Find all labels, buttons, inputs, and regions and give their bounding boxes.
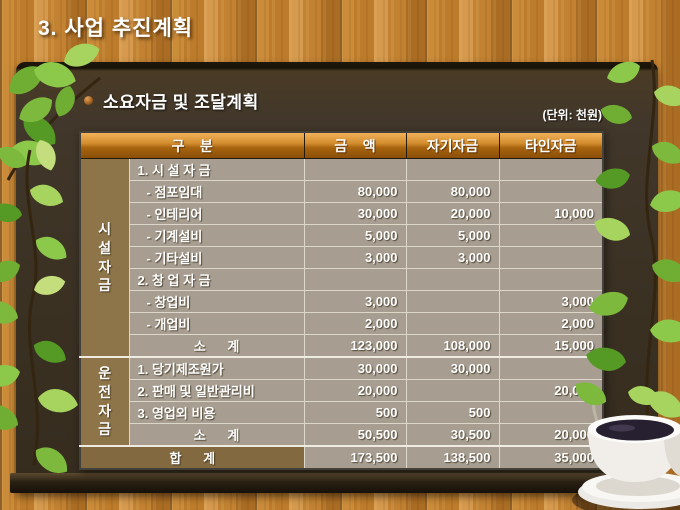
cell-own — [405, 379, 500, 402]
table-row: - 개업비 2,000 2,000 — [80, 312, 604, 335]
row-label: 3. 영업외 비용 — [128, 401, 305, 424]
section-heading-row: 소요자금 및 조달계획 — [84, 88, 259, 113]
row-label: - 기계설비 — [128, 224, 305, 247]
cell-amount: 2,000 — [303, 312, 407, 335]
table-row: 소 계 50,500 30,500 20,000 — [80, 423, 604, 447]
cell-amount: 50,500 — [303, 423, 407, 447]
slide-title: 3. 사업 추진계획 — [38, 17, 194, 40]
row-label: - 기타설비 — [128, 246, 305, 269]
table-row: 운 전 자 금 1. 당기제조원가 30,000 30,000 — [79, 356, 604, 447]
row-label: - 창업비 — [128, 290, 305, 313]
cell-own: 3,000 — [405, 246, 500, 269]
table-row: 3. 영업외 비용 500 500 — [80, 401, 604, 424]
total-label: 합 계 — [79, 445, 305, 470]
row-label: 소 계 — [128, 334, 305, 358]
cell-amount: 500 — [303, 401, 407, 424]
cell-other: 20,000 — [498, 423, 604, 447]
cell-own — [405, 158, 500, 181]
column-header: 자기자금 — [405, 131, 500, 159]
cell-amount — [303, 268, 407, 291]
bullet-icon — [84, 96, 93, 105]
table-row: 2. 창 업 자 금 — [80, 268, 604, 291]
cell-own — [405, 312, 500, 335]
cell-other: 2,000 — [498, 312, 604, 335]
cell-own: 30,000 — [405, 356, 500, 380]
section-heading: 소요자금 및 조달계획 — [103, 93, 259, 112]
row-label: 소 계 — [128, 423, 305, 447]
column-header: 타인자금 — [498, 131, 604, 159]
cell-other — [498, 268, 604, 291]
row-label: 1. 당기제조원가 — [128, 356, 305, 380]
row-label: - 인테리어 — [128, 202, 305, 225]
table-row: - 인테리어 30,000 20,000 10,000 — [80, 202, 604, 225]
table-row: - 기계설비 5,000 5,000 — [80, 224, 604, 247]
total-other: 35,000 — [498, 445, 604, 470]
cell-amount: 3,000 — [303, 290, 407, 313]
row-label: 2. 창 업 자 금 — [128, 268, 305, 291]
cell-other: 10,000 — [498, 202, 604, 225]
row-label: - 개업비 — [128, 312, 305, 335]
cell-amount: 30,000 — [303, 356, 407, 380]
cell-other: 3,000 — [498, 290, 604, 313]
cell-other — [498, 224, 604, 247]
cell-own: 500 — [405, 401, 500, 424]
cell-other — [498, 356, 604, 380]
row-label: - 점포임대 — [128, 180, 305, 203]
row-label: 2. 판매 및 일반관리비 — [128, 379, 305, 402]
cell-own: 5,000 — [405, 224, 500, 247]
cell-other — [498, 158, 604, 181]
cell-amount: 30,000 — [303, 202, 407, 225]
total-own: 138,500 — [405, 445, 500, 470]
table-row: - 점포임대 80,000 80,000 — [80, 180, 604, 203]
cell-other: 15,000 — [498, 334, 604, 358]
cell-amount: 3,000 — [303, 246, 407, 269]
cell-own: 80,000 — [405, 180, 500, 203]
table-row: - 기타설비 3,000 3,000 — [80, 246, 604, 269]
cell-amount: 5,000 — [303, 224, 407, 247]
cell-other: 20,000 — [498, 379, 604, 402]
column-header: 금 액 — [303, 131, 407, 159]
cell-amount — [303, 158, 407, 181]
cell-amount: 80,000 — [303, 180, 407, 203]
cell-amount: 20,000 — [303, 379, 407, 402]
unit-label: (단위: 천원) — [542, 108, 602, 122]
panel-ledge — [10, 473, 664, 493]
total-amount: 173,500 — [303, 445, 407, 470]
cell-amount: 123,000 — [303, 334, 407, 358]
table-row: 소 계 123,000 108,000 15,000 — [80, 334, 604, 358]
cell-own — [405, 290, 500, 313]
cell-own — [405, 268, 500, 291]
cell-own: 30,500 — [405, 423, 500, 447]
cell-own: 20,000 — [405, 202, 500, 225]
cell-own: 108,000 — [405, 334, 500, 358]
table-row: 시 설 자 금 1. 시 설 자 금 — [79, 158, 604, 358]
total-row: 합 계 173,500 138,500 35,000 — [79, 445, 604, 470]
cell-other — [498, 180, 604, 203]
table-row: 2. 판매 및 일반관리비 20,000 20,000 — [80, 379, 604, 402]
row-label: 1. 시 설 자 금 — [128, 158, 305, 181]
column-header: 구 분 — [79, 131, 305, 159]
cell-other — [498, 401, 604, 424]
table-row: - 창업비 3,000 3,000 — [80, 290, 604, 313]
cell-other — [498, 246, 604, 269]
